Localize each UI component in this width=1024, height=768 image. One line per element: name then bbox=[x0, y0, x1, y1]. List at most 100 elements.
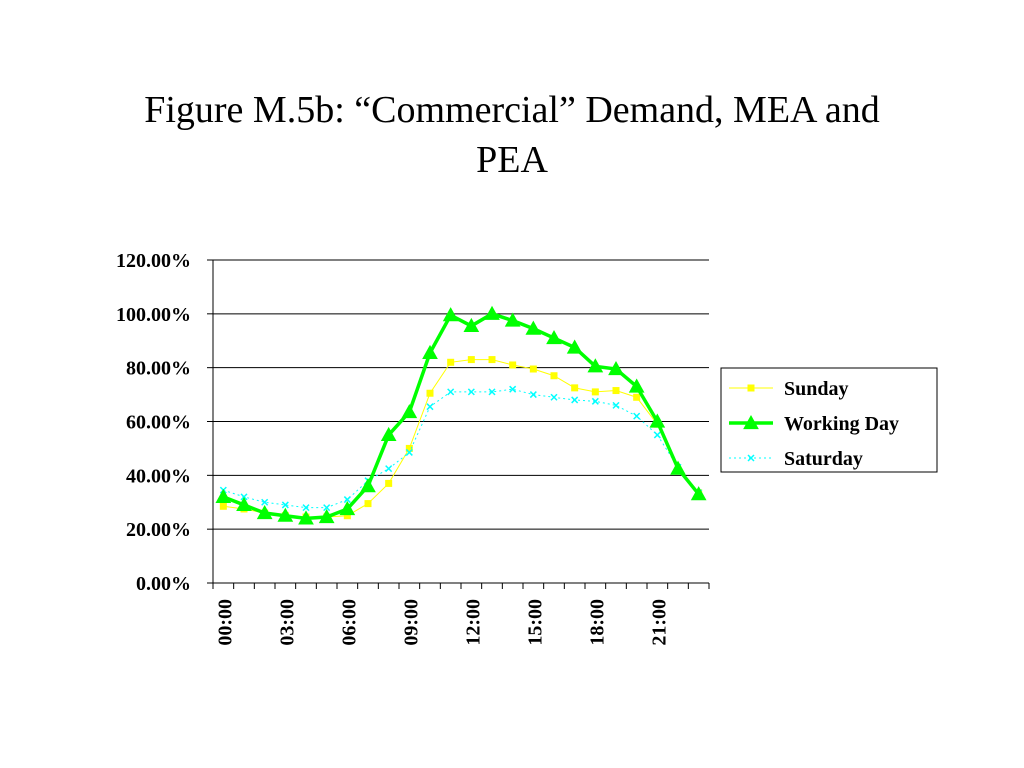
data-point-saturday bbox=[550, 393, 558, 401]
marker-stroke bbox=[343, 496, 351, 504]
data-point-sunday bbox=[488, 356, 496, 364]
data-point-saturday bbox=[323, 504, 331, 512]
y-tick-label: 60.00% bbox=[126, 412, 191, 434]
marker-stroke bbox=[747, 454, 755, 462]
slide-title-line1: Figure M.5b: “Commercial” Demand, MEA an… bbox=[144, 89, 880, 131]
marker-stroke bbox=[426, 403, 434, 411]
x-tick-label: 15:00 bbox=[524, 599, 546, 646]
data-point-working-day bbox=[463, 317, 480, 333]
legend-marker-working-day bbox=[743, 414, 759, 430]
data-point-sunday bbox=[467, 356, 475, 364]
marker-stroke bbox=[571, 396, 579, 404]
marker-stroke bbox=[612, 401, 620, 409]
marker-stroke bbox=[261, 498, 269, 506]
marker-stroke bbox=[385, 465, 393, 473]
data-point-saturday bbox=[467, 388, 475, 396]
slide-title-line2: PEA bbox=[476, 139, 548, 181]
data-point-sunday bbox=[550, 372, 558, 380]
data-point-saturday bbox=[571, 396, 579, 404]
legend-marker-saturday bbox=[747, 454, 755, 462]
data-point-saturday bbox=[385, 465, 393, 473]
data-point-saturday bbox=[509, 385, 517, 393]
marker-stroke bbox=[302, 504, 310, 512]
y-tick-label: 120.00% bbox=[116, 250, 191, 272]
x-tick-label: 09:00 bbox=[400, 599, 422, 646]
data-point-working-day bbox=[380, 426, 397, 442]
y-tick-label: 100.00% bbox=[116, 304, 191, 326]
series-line-working-day bbox=[222, 311, 701, 521]
series-line-sunday bbox=[223, 359, 700, 518]
data-point-working-day bbox=[484, 305, 500, 320]
data-point-sunday bbox=[633, 393, 641, 401]
marker-stroke bbox=[509, 385, 517, 393]
data-point-working-day bbox=[215, 488, 232, 503]
data-point-saturday bbox=[447, 388, 455, 396]
legend-box bbox=[720, 367, 938, 473]
legend: Sunday Working Day Saturday bbox=[720, 367, 938, 473]
y-tick-label: 20.00% bbox=[126, 519, 191, 541]
data-point-saturday bbox=[633, 412, 641, 420]
x-tick-label: 06:00 bbox=[338, 599, 360, 646]
data-point-working-day bbox=[339, 500, 356, 516]
y-tick-label: 80.00% bbox=[126, 358, 191, 380]
marker-stroke bbox=[323, 504, 331, 512]
data-point-sunday bbox=[591, 388, 599, 396]
data-point-working-day bbox=[504, 312, 521, 327]
marker-stroke bbox=[240, 493, 248, 501]
marker-stroke bbox=[550, 393, 558, 401]
series-working-day bbox=[215, 305, 707, 525]
data-point-working-day bbox=[546, 330, 562, 345]
data-point-working-day bbox=[608, 360, 624, 376]
data-point-saturday bbox=[240, 493, 248, 501]
data-point-working-day bbox=[318, 509, 335, 524]
data-point-sunday bbox=[426, 389, 434, 397]
series-line-saturday bbox=[223, 388, 700, 509]
data-point-saturday bbox=[612, 401, 620, 409]
y-tick-label: 0.00% bbox=[136, 573, 191, 595]
data-point-working-day bbox=[525, 320, 542, 335]
legend-label-sunday: Sunday bbox=[784, 378, 849, 400]
data-point-saturday bbox=[405, 448, 413, 456]
y-tick-label: 40.00% bbox=[126, 465, 191, 487]
data-point-sunday bbox=[447, 358, 455, 366]
data-point-saturday bbox=[426, 403, 434, 411]
data-point-working-day bbox=[236, 496, 252, 512]
data-point-sunday bbox=[529, 365, 537, 373]
data-point-sunday bbox=[219, 502, 227, 510]
marker-stroke bbox=[653, 431, 661, 439]
data-point-saturday bbox=[261, 498, 269, 506]
legend-label-saturday: Saturday bbox=[784, 448, 863, 470]
data-point-working-day bbox=[587, 358, 604, 373]
data-point-saturday bbox=[653, 431, 661, 439]
x-tick-label: 12:00 bbox=[462, 599, 484, 646]
data-point-working-day bbox=[628, 378, 645, 393]
series-saturday bbox=[219, 385, 703, 512]
data-point-working-day bbox=[649, 413, 666, 428]
data-point-saturday bbox=[591, 397, 599, 405]
slide-title: Figure M.5b: “Commercial” Demand, MEA an… bbox=[0, 85, 1024, 185]
data-point-sunday bbox=[385, 479, 393, 487]
data-point-working-day bbox=[277, 507, 294, 522]
data-point-working-day bbox=[670, 460, 686, 475]
axes: 0.00% 20.00% 40.00% 60.00% 80.00% 100.00% 120.… bbox=[116, 250, 710, 646]
data-point-working-day bbox=[690, 486, 707, 501]
x-tick-label: 00:00 bbox=[214, 599, 236, 646]
marker-stroke bbox=[488, 388, 496, 396]
data-point-working-day bbox=[442, 307, 459, 322]
data-point-working-day bbox=[422, 344, 438, 359]
gridlines bbox=[213, 259, 709, 530]
data-point-sunday bbox=[509, 361, 517, 369]
data-point-saturday bbox=[529, 391, 537, 399]
x-tick-label: 03:00 bbox=[276, 599, 298, 646]
data-point-saturday bbox=[343, 496, 351, 504]
legend-marker-sunday bbox=[747, 384, 755, 392]
marker-stroke bbox=[447, 388, 455, 396]
marker-stroke bbox=[467, 388, 475, 396]
data-point-working-day bbox=[298, 510, 314, 525]
data-point-sunday bbox=[571, 384, 579, 392]
data-point-saturday bbox=[302, 504, 310, 512]
data-point-working-day bbox=[360, 478, 376, 493]
x-tick-label: 21:00 bbox=[648, 599, 670, 646]
marker-stroke bbox=[281, 501, 289, 509]
